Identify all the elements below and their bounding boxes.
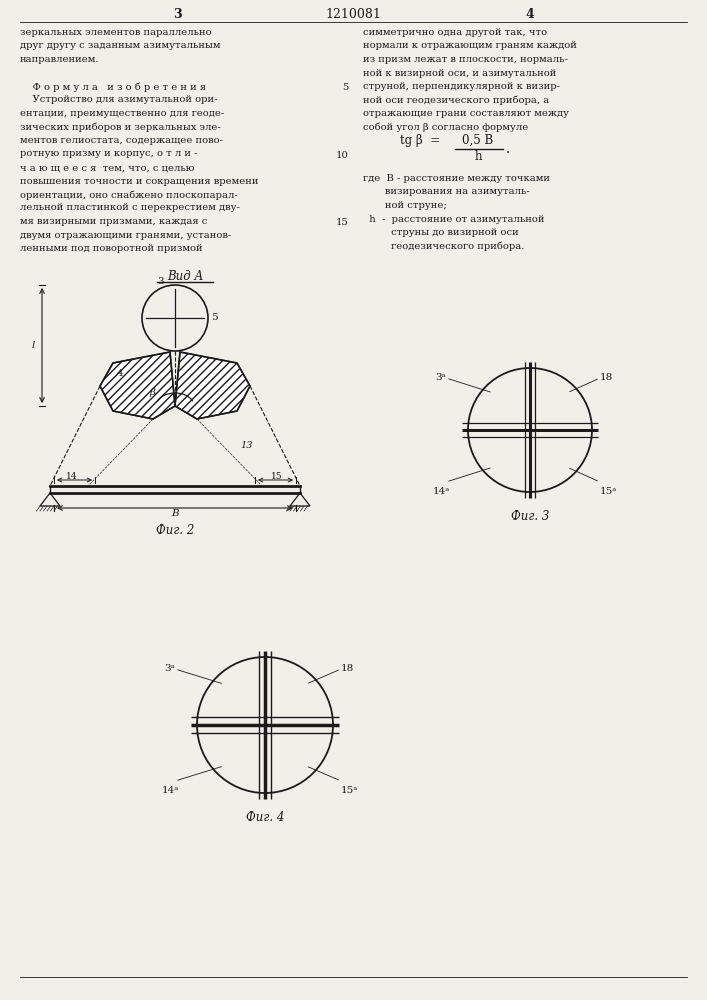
Text: Вид А: Вид А	[167, 270, 203, 283]
Text: ной к визирной оси, и азимутальной: ной к визирной оси, и азимутальной	[363, 68, 556, 78]
Text: 14: 14	[66, 472, 78, 481]
Text: 14ᵃ: 14ᵃ	[433, 487, 450, 496]
Text: 3ᵃ: 3ᵃ	[164, 664, 175, 673]
Text: ментов гелиостата, содержащее пово-: ментов гелиостата, содержащее пово-	[20, 136, 223, 145]
Text: ентации, преимущественно для геоде-: ентации, преимущественно для геоде-	[20, 109, 224, 118]
Text: 3: 3	[157, 277, 163, 286]
Text: Ф о р м у л а   и з о б р е т е н и я: Ф о р м у л а и з о б р е т е н и я	[20, 82, 206, 92]
Text: B: B	[171, 509, 179, 518]
Text: струной, перпендикулярной к визир-: струной, перпендикулярной к визир-	[363, 82, 560, 91]
Text: двумя отражающими гранями, установ-: двумя отражающими гранями, установ-	[20, 231, 231, 239]
Text: нормали к отражающим граням каждой: нормали к отражающим граням каждой	[363, 41, 577, 50]
Text: 5: 5	[211, 313, 218, 322]
Text: 15ᵃ: 15ᵃ	[341, 786, 358, 795]
Text: β: β	[149, 388, 155, 397]
Text: h  -  расстояние от азимутальной: h - расстояние от азимутальной	[363, 215, 544, 224]
Text: друг другу с заданным азимутальным: друг другу с заданным азимутальным	[20, 41, 221, 50]
Text: 3ᵃ: 3ᵃ	[435, 373, 445, 382]
Text: ротную призму и корпус, о т л и -: ротную призму и корпус, о т л и -	[20, 149, 197, 158]
Text: визирования на азимуталь-: визирования на азимуталь-	[363, 188, 530, 196]
Text: мя визирными призмами, каждая с: мя визирными призмами, каждая с	[20, 217, 207, 226]
Text: 15ᵃ: 15ᵃ	[600, 487, 617, 496]
Text: зических приборов и зеркальных эле-: зических приборов и зеркальных эле-	[20, 122, 221, 132]
Text: зеркальных элементов параллельно: зеркальных элементов параллельно	[20, 28, 211, 37]
Polygon shape	[175, 352, 250, 419]
Text: где  B - расстояние между точками: где B - расстояние между точками	[363, 174, 550, 183]
Text: Устройство для азимутальной ори-: Устройство для азимутальной ори-	[20, 96, 218, 104]
Text: 1210081: 1210081	[325, 8, 381, 21]
Text: 15: 15	[336, 218, 349, 227]
Text: направлением.: направлением.	[20, 55, 100, 64]
Text: 15: 15	[271, 472, 283, 481]
Text: l: l	[32, 340, 35, 350]
Text: ориентации, оно снабжено плоскопарал-: ориентации, оно снабжено плоскопарал-	[20, 190, 238, 200]
Text: 5: 5	[343, 83, 349, 92]
Text: геодезического прибора.: геодезического прибора.	[363, 241, 525, 251]
Text: ной струне;: ной струне;	[363, 201, 447, 210]
Text: лельной пластинкой с перекрестием дву-: лельной пластинкой с перекрестием дву-	[20, 204, 240, 213]
Text: 4: 4	[525, 8, 534, 21]
Text: из призм лежат в плоскости, нормаль-: из призм лежат в плоскости, нормаль-	[363, 55, 568, 64]
Text: симметрично одна другой так, что: симметрично одна другой так, что	[363, 28, 547, 37]
Text: отражающие грани составляют между: отражающие грани составляют между	[363, 109, 569, 118]
Text: 0,5 B: 0,5 B	[462, 134, 493, 147]
Text: h: h	[474, 150, 481, 163]
Text: 14ᵃ: 14ᵃ	[162, 786, 180, 795]
Text: .: .	[506, 142, 510, 156]
Text: 18: 18	[341, 664, 354, 673]
Text: струны до визирной оси: струны до визирной оси	[363, 228, 519, 237]
Text: 18: 18	[600, 373, 613, 382]
Text: 10: 10	[336, 150, 349, 159]
Text: 3: 3	[173, 8, 181, 21]
Text: ленными под поворотной призмой: ленными под поворотной призмой	[20, 244, 203, 253]
Text: Фиг. 2: Фиг. 2	[156, 524, 194, 537]
Text: 13: 13	[240, 441, 252, 450]
Text: Фиг. 4: Фиг. 4	[246, 811, 284, 824]
Text: Фиг. 3: Фиг. 3	[511, 510, 549, 523]
Text: ч а ю щ е е с я  тем, что, с целью: ч а ю щ е е с я тем, что, с целью	[20, 163, 194, 172]
Text: ной оси геодезического прибора, а: ной оси геодезического прибора, а	[363, 96, 549, 105]
Text: повышения точности и сокращения времени: повышения точности и сокращения времени	[20, 176, 259, 186]
Text: tg β  =: tg β =	[400, 134, 440, 147]
Polygon shape	[100, 352, 175, 419]
Text: собой угол β согласно формуле: собой угол β согласно формуле	[363, 122, 528, 132]
Text: 4: 4	[117, 369, 124, 378]
